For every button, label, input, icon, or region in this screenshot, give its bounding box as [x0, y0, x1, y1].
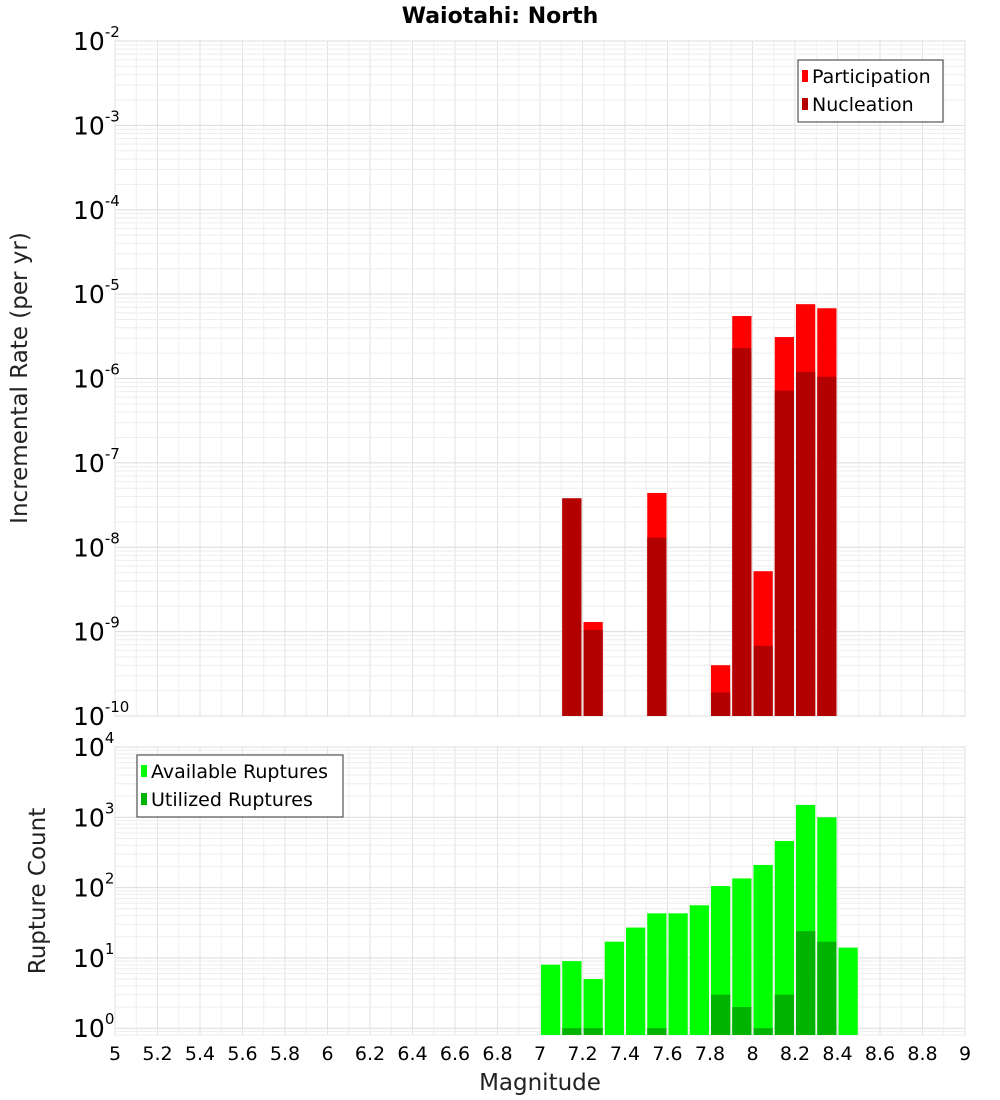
bar-utilized-ruptures [774, 994, 794, 1035]
y-tick-label: 10-2 [73, 23, 120, 56]
bar-utilized-ruptures [711, 994, 731, 1035]
legend-box [136, 754, 344, 818]
bar-nucleation [711, 692, 731, 716]
bar-nucleation [753, 645, 773, 716]
bar-available-ruptures [583, 979, 603, 1035]
bottom-bars [541, 804, 858, 1035]
x-tick-label: 6.4 [397, 1043, 427, 1065]
bottom-panel: 104 103 102 101 100 5 5.2 5.4 5.6 5.8 6 6.2 6.4 6.6 6… [25, 729, 971, 1096]
x-tick-label: 5.6 [227, 1043, 257, 1065]
x-tick-label: 5 [109, 1043, 121, 1065]
bar-available-ruptures [753, 864, 773, 1035]
y-tick-label: 10-8 [73, 529, 120, 562]
y-tick-label: 101 [73, 940, 114, 973]
x-tick-label: 8.8 [907, 1043, 937, 1065]
legend-entry: Participation [812, 66, 931, 88]
y-tick-label: 10-9 [73, 614, 120, 647]
legend-entry: Utilized Ruptures [151, 789, 313, 811]
bottom-legend: Available Ruptures Utilized Ruptures [136, 754, 344, 818]
legend-swatch [802, 70, 808, 82]
bottom-y-axis-label: Rupture Count [25, 808, 51, 974]
x-tick-label: 6.6 [440, 1043, 470, 1065]
bar-nucleation [583, 629, 603, 716]
bar-nucleation [774, 390, 794, 716]
y-tick-label: 10-10 [73, 698, 129, 731]
x-tick-label: 7.4 [610, 1043, 640, 1065]
bar-available-ruptures [604, 941, 624, 1035]
legend-entry: Nucleation [812, 94, 914, 116]
top-panel: 10-2 10-3 10-4 10-5 10-6 10-7 10-8 10-9 10-10 In… [7, 23, 966, 731]
y-tick-label: 104 [73, 729, 114, 762]
x-tick-label: 7.2 [567, 1043, 597, 1065]
y-tick-label: 102 [73, 870, 114, 903]
y-tick-label: 10-6 [73, 361, 120, 394]
bar-available-ruptures [774, 841, 794, 1035]
x-tick-label: 8 [746, 1043, 758, 1065]
bar-utilized-ruptures [732, 1007, 752, 1035]
x-tick-label: 7 [534, 1043, 546, 1065]
x-axis-label: Magnitude [479, 1070, 601, 1096]
x-tick-label: 6.2 [355, 1043, 385, 1065]
legend-box [797, 59, 944, 123]
y-tick-label: 100 [73, 1010, 114, 1043]
chart-title: Waiotahi: North [402, 4, 599, 29]
top-y-tick-labels: 10-2 10-3 10-4 10-5 10-6 10-7 10-8 10-9 10-10 [73, 23, 129, 731]
y-tick-label: 10-5 [73, 276, 120, 309]
x-tick-label: 6 [321, 1043, 333, 1065]
legend-entry: Available Ruptures [151, 761, 328, 783]
top-grid [114, 40, 966, 717]
y-tick-label: 103 [73, 799, 114, 832]
y-tick-label: 10-3 [73, 107, 120, 140]
bar-nucleation [796, 371, 816, 716]
bar-utilized-ruptures [583, 1028, 603, 1035]
bar-utilized-ruptures [562, 1028, 582, 1035]
x-tick-label: 9 [959, 1043, 971, 1065]
bar-nucleation [817, 376, 837, 716]
bar-utilized-ruptures [753, 1028, 773, 1035]
bar-available-ruptures [732, 878, 752, 1035]
x-tick-label: 7.8 [695, 1043, 725, 1065]
bar-available-ruptures [668, 913, 688, 1035]
x-tick-labels: 5 5.2 5.4 5.6 5.8 6 6.2 6.4 6.6 6.8 7 7.2 7.4 7.6 7.8 8… [109, 1043, 971, 1065]
legend-swatch [141, 793, 147, 805]
bar-available-ruptures [689, 905, 709, 1035]
bar-nucleation [732, 347, 752, 716]
bar-utilized-ruptures [647, 1028, 667, 1035]
bar-utilized-ruptures [817, 941, 837, 1035]
bar-nucleation [562, 498, 582, 716]
x-tick-label: 8.4 [822, 1043, 852, 1065]
top-y-axis-label: Incremental Rate (per yr) [7, 232, 33, 524]
bar-available-ruptures [541, 964, 561, 1035]
bar-available-ruptures [838, 947, 858, 1035]
legend-swatch [802, 98, 808, 110]
y-tick-label: 10-7 [73, 445, 120, 478]
x-tick-label: 5.4 [185, 1043, 215, 1065]
top-bars [562, 304, 837, 716]
x-tick-label: 7.6 [652, 1043, 682, 1065]
legend-swatch [141, 765, 147, 777]
bottom-y-tick-labels: 104 103 102 101 100 [73, 729, 114, 1043]
bar-available-ruptures [626, 927, 646, 1035]
bar-available-ruptures [647, 913, 667, 1035]
x-tick-label: 8.6 [865, 1043, 895, 1065]
x-tick-label: 8.2 [780, 1043, 810, 1065]
top-legend: Participation Nucleation [797, 59, 944, 123]
x-tick-label: 6.8 [482, 1043, 512, 1065]
y-tick-label: 10-4 [73, 192, 120, 225]
bar-nucleation [647, 537, 667, 716]
bar-available-ruptures [562, 961, 582, 1035]
x-tick-label: 5.2 [142, 1043, 172, 1065]
x-tick-label: 5.8 [270, 1043, 300, 1065]
bar-utilized-ruptures [796, 931, 816, 1035]
